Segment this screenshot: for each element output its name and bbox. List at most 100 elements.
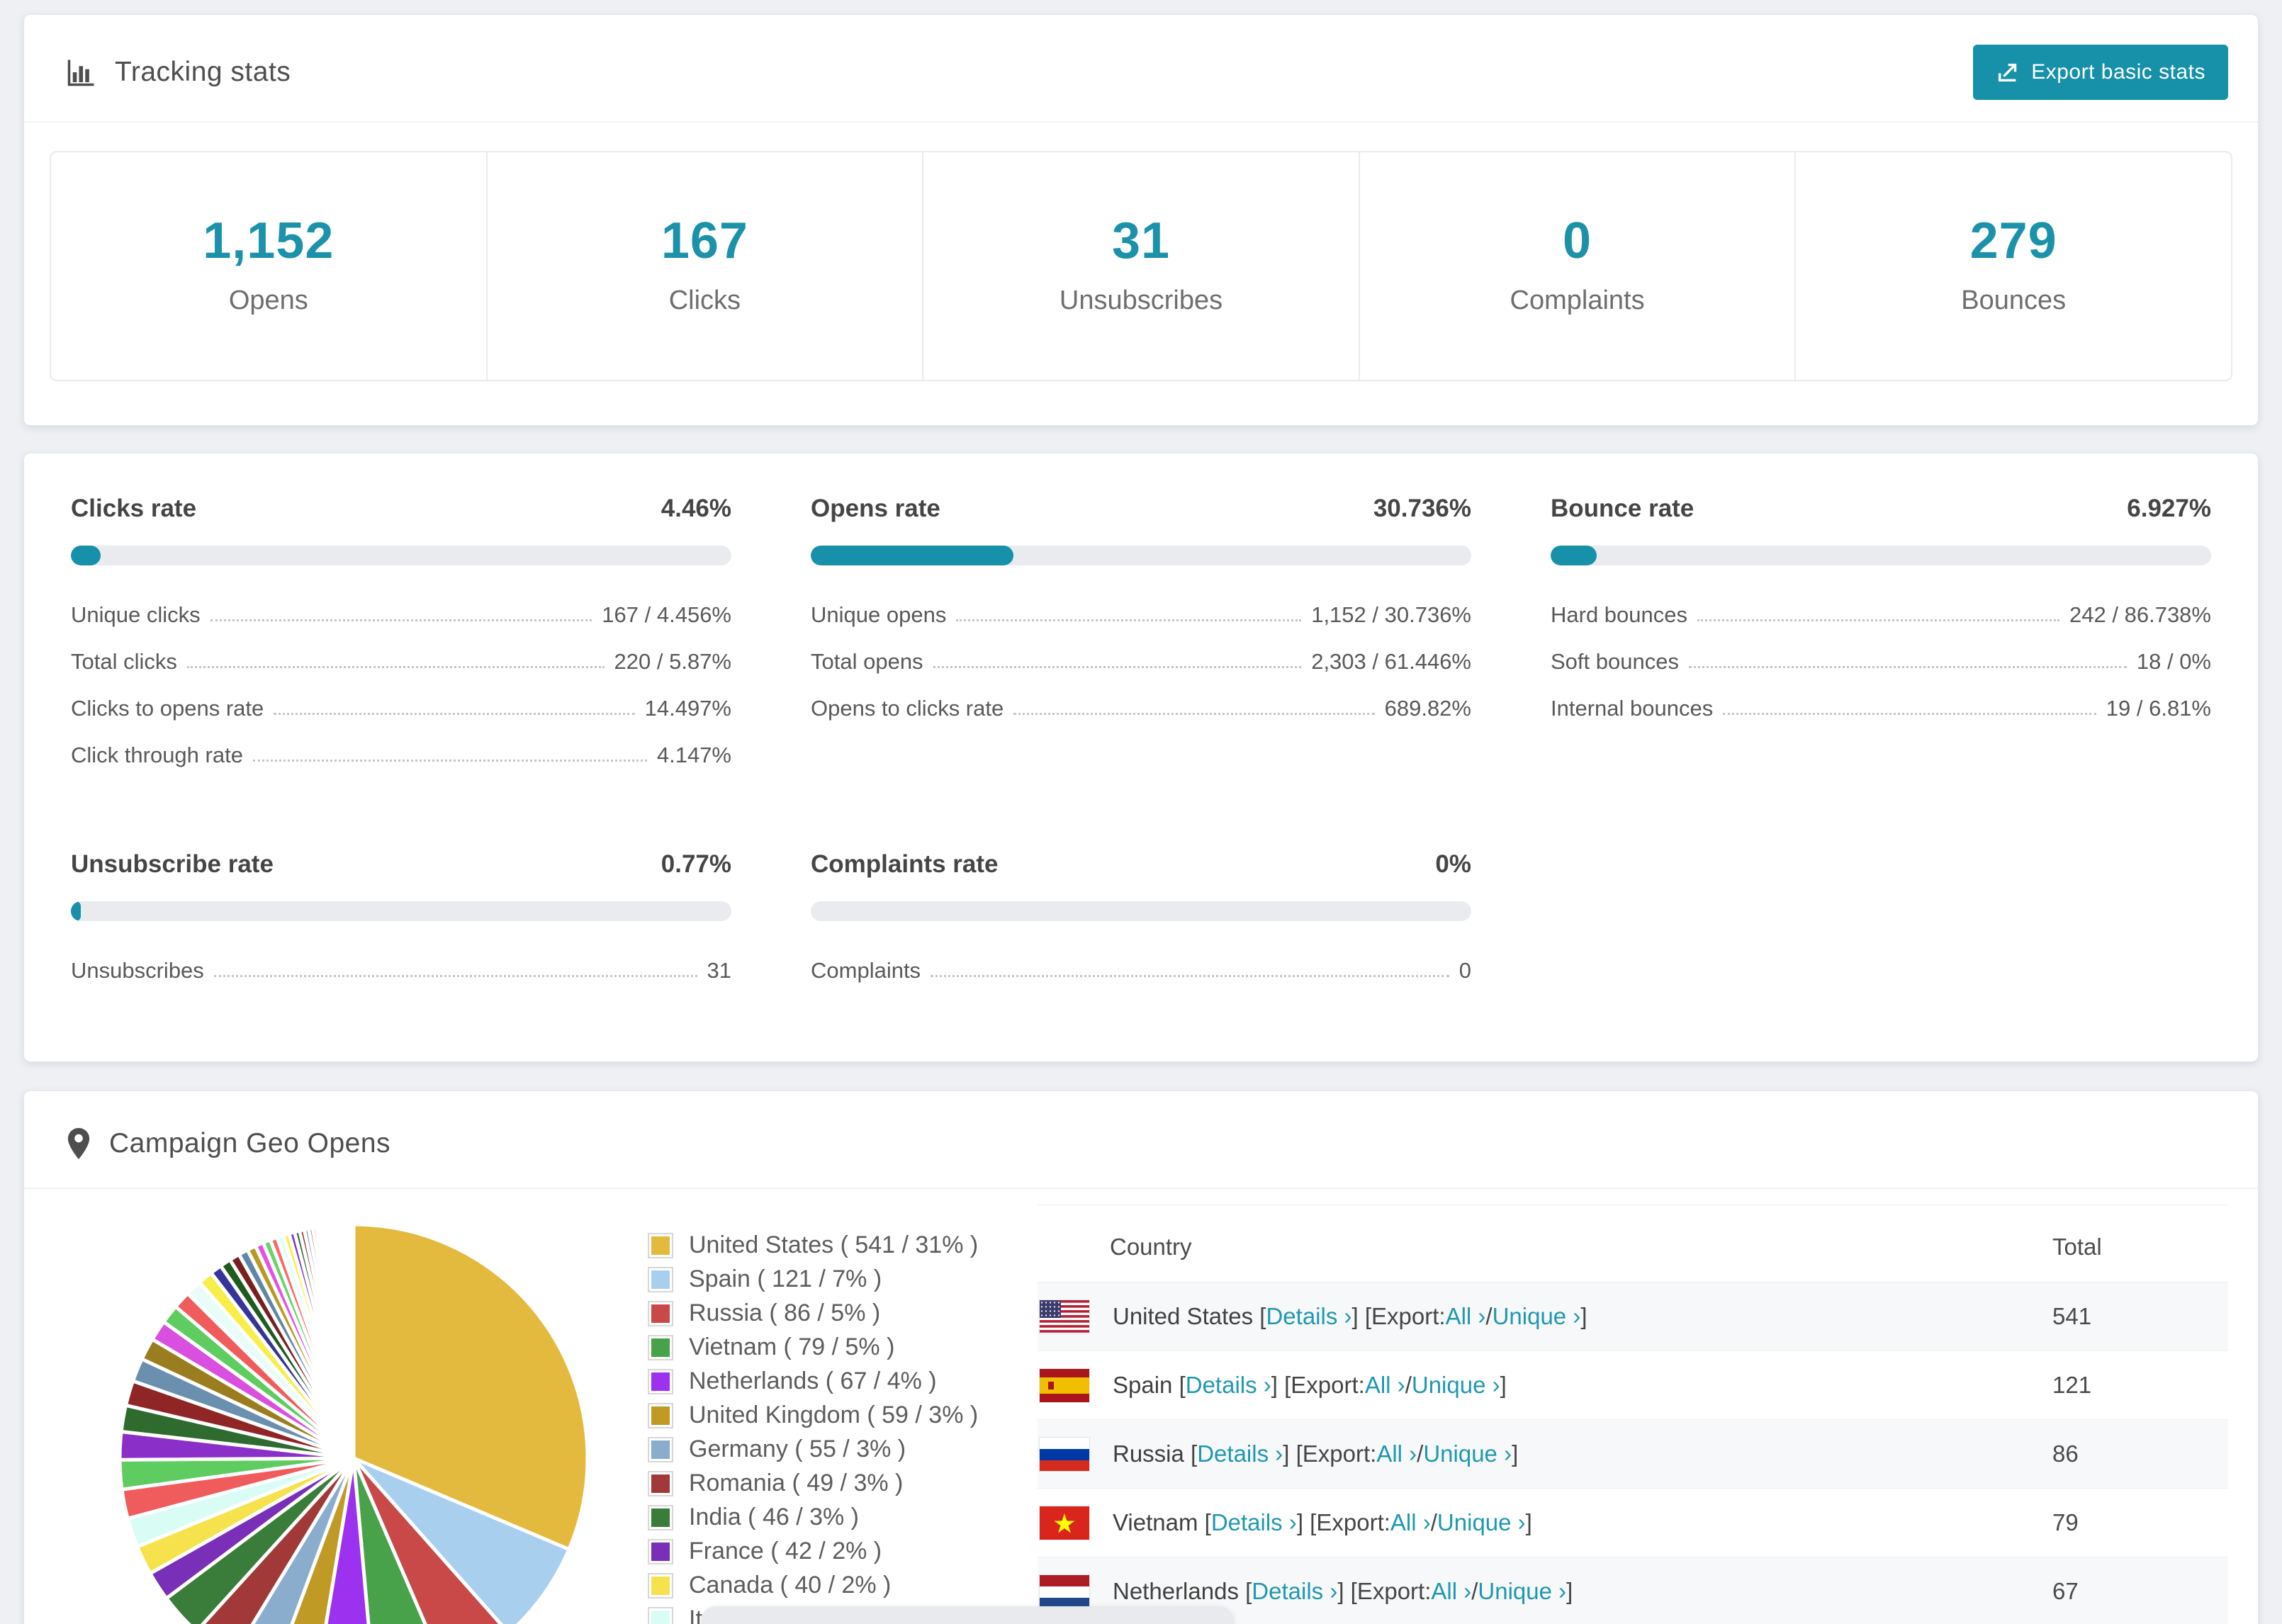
details-link[interactable]: Details › <box>1252 1578 1338 1604</box>
map-pin-icon <box>67 1128 91 1159</box>
rate-row-value: 1,152 / 30.736% <box>1311 602 1471 627</box>
dotted-leader <box>1688 666 2127 668</box>
column-header-total: Total <box>2052 1205 2228 1282</box>
legend-label: Germany ( 55 / 3% ) <box>689 1436 906 1462</box>
bracket: [ <box>1172 1372 1186 1398</box>
rate-row-value: 14.497% <box>644 696 731 721</box>
dotted-leader <box>186 666 605 668</box>
bracket: ] [ <box>1271 1372 1291 1398</box>
geo-pie-chart[interactable] <box>116 1209 598 1624</box>
legend-item[interactable]: Spain ( 121 / 7% ) <box>648 1265 1016 1293</box>
export-label: Export: <box>1291 1372 1365 1398</box>
progress-fill <box>71 901 81 921</box>
summary-stat-value: 167 <box>661 213 748 269</box>
partial-element-below-card <box>702 1606 1233 1624</box>
bracket: [ <box>1253 1303 1266 1329</box>
total-cell: 67 <box>2052 1578 2079 1604</box>
rate-head: Unsubscribe rate 0.77% <box>71 850 731 879</box>
legend-item[interactable]: United States ( 541 / 31% ) <box>648 1231 1016 1259</box>
geo-table-wrap: Country Total United States [Details ›] … <box>1038 1205 2228 1624</box>
geo-table: Country Total United States [Details ›] … <box>1038 1205 2228 1624</box>
rates-grid: Clicks rate 4.46% Unique clicks 167 / 4.456… <box>24 453 2258 1061</box>
details-link[interactable]: Details › <box>1185 1372 1271 1398</box>
progress-fill <box>71 546 101 565</box>
legend-label: India ( 46 / 3% ) <box>689 1504 860 1530</box>
legend-item[interactable]: Canada ( 40 / 2% ) <box>648 1572 1016 1599</box>
dotted-leader <box>213 975 697 977</box>
legend-swatch <box>648 1470 673 1496</box>
pie-slice[interactable] <box>315 1456 375 1624</box>
pie-slice[interactable] <box>352 1456 446 1624</box>
legend-item[interactable]: Russia ( 86 / 5% ) <box>648 1299 1016 1327</box>
details-link[interactable]: Details › <box>1266 1303 1352 1329</box>
legend-item[interactable]: Vietnam ( 79 / 5% ) <box>648 1333 1016 1361</box>
progress-bar <box>71 546 731 565</box>
legend-item[interactable]: Netherlands ( 67 / 4% ) <box>648 1368 1016 1395</box>
rate-title: Clicks rate <box>71 495 197 522</box>
rate-row: Unsubscribes 31 <box>71 958 731 983</box>
pie-slice[interactable] <box>352 1456 509 1624</box>
rate-title: Unsubscribe rate <box>71 850 274 878</box>
legend-swatch <box>648 1504 673 1530</box>
table-row: Russia [Details ›] [Export: All › / Uniq… <box>1038 1419 2228 1489</box>
summary-stat-label: Complaints <box>1510 286 1645 315</box>
rate-row-value: 220 / 5.87% <box>614 649 731 674</box>
rate-head: Opens rate 30.736% <box>811 495 1471 523</box>
progress-bar <box>1551 546 2211 565</box>
export-basic-stats-button[interactable]: Export basic stats <box>1973 45 2228 100</box>
country-cell: Vietnam [Details ›] [Export: All › / Uni… <box>1038 1489 2052 1557</box>
legend-swatch <box>648 1572 673 1598</box>
slash: / <box>1405 1372 1412 1398</box>
bracket: ] <box>1512 1440 1519 1467</box>
rate-row-label: Internal bounces <box>1551 696 1714 721</box>
details-link[interactable]: Details › <box>1210 1509 1297 1535</box>
summary-stat-value: 279 <box>1969 213 2057 269</box>
legend-label: France ( 42 / 2% ) <box>689 1538 882 1564</box>
rate-title: Opens rate <box>811 495 940 522</box>
rate-block: Unsubscribe rate 0.77% Unsubscribes 31 <box>71 850 731 1005</box>
export-unique-link[interactable]: Unique › <box>1411 1372 1500 1398</box>
pie-slice[interactable] <box>352 1222 590 1552</box>
export-all-link[interactable]: All › <box>1376 1440 1417 1467</box>
legend-item[interactable]: United Kingdom ( 59 / 3% ) <box>648 1402 1016 1429</box>
rate-row: Complaints 0 <box>811 958 1471 983</box>
export-unique-link[interactable]: Unique › <box>1478 1578 1567 1604</box>
dotted-leader <box>210 619 592 621</box>
export-unique-link[interactable]: Unique › <box>1492 1303 1581 1329</box>
legend-item[interactable]: France ( 42 / 2% ) <box>648 1538 1016 1565</box>
export-all-link[interactable]: All › <box>1431 1578 1472 1604</box>
country-cell: Spain [Details ›] [Export: All › / Uniqu… <box>1038 1351 2052 1419</box>
slash: / <box>1430 1509 1437 1535</box>
rate-title: Bounce rate <box>1551 495 1694 522</box>
total-cell: 121 <box>2052 1372 2092 1398</box>
legend-label: United States ( 541 / 31% ) <box>689 1231 979 1258</box>
summary-stat-label: Opens <box>228 286 308 315</box>
export-label: Export: <box>1316 1509 1390 1535</box>
rate-title: Complaints rate <box>811 850 999 878</box>
slash: / <box>1471 1578 1478 1604</box>
export-all-link[interactable]: All › <box>1445 1303 1486 1329</box>
bracket: ] [ <box>1337 1578 1357 1604</box>
legend-swatch <box>648 1606 673 1624</box>
export-unique-link[interactable]: Unique › <box>1423 1440 1512 1467</box>
country-name: Vietnam <box>1113 1509 1198 1535</box>
export-unique-link[interactable]: Unique › <box>1437 1509 1526 1535</box>
export-label: Export: <box>1356 1578 1432 1604</box>
dotted-leader <box>931 975 1449 977</box>
summary-stats-row: 1,152 Opens 167 Clicks 31 Unsubscribes 0 Compla… <box>50 151 2232 381</box>
total-cell: 79 <box>2052 1509 2079 1535</box>
export-all-link[interactable]: All › <box>1364 1372 1405 1398</box>
pie-slice[interactable] <box>352 1456 571 1624</box>
rate-block: Bounce rate 6.927% Hard bounces 242 / 86.73… <box>1551 495 2211 789</box>
export-all-link[interactable]: All › <box>1390 1509 1431 1535</box>
rate-value: 0.77% <box>661 850 731 878</box>
progress-fill <box>811 546 1014 565</box>
legend-item[interactable]: Germany ( 55 / 3% ) <box>648 1436 1016 1463</box>
summary-stat-box: 279 Bounces <box>1796 152 2231 380</box>
details-link[interactable]: Details › <box>1197 1440 1283 1467</box>
legend-item[interactable]: India ( 46 / 3% ) <box>648 1504 1016 1531</box>
legend-item[interactable]: Romania ( 49 / 3% ) <box>648 1470 1016 1497</box>
legend-swatch <box>648 1334 673 1360</box>
pie-slice[interactable] <box>272 1456 356 1624</box>
rate-block: Complaints rate 0% Complaints 0 <box>811 850 1471 1005</box>
